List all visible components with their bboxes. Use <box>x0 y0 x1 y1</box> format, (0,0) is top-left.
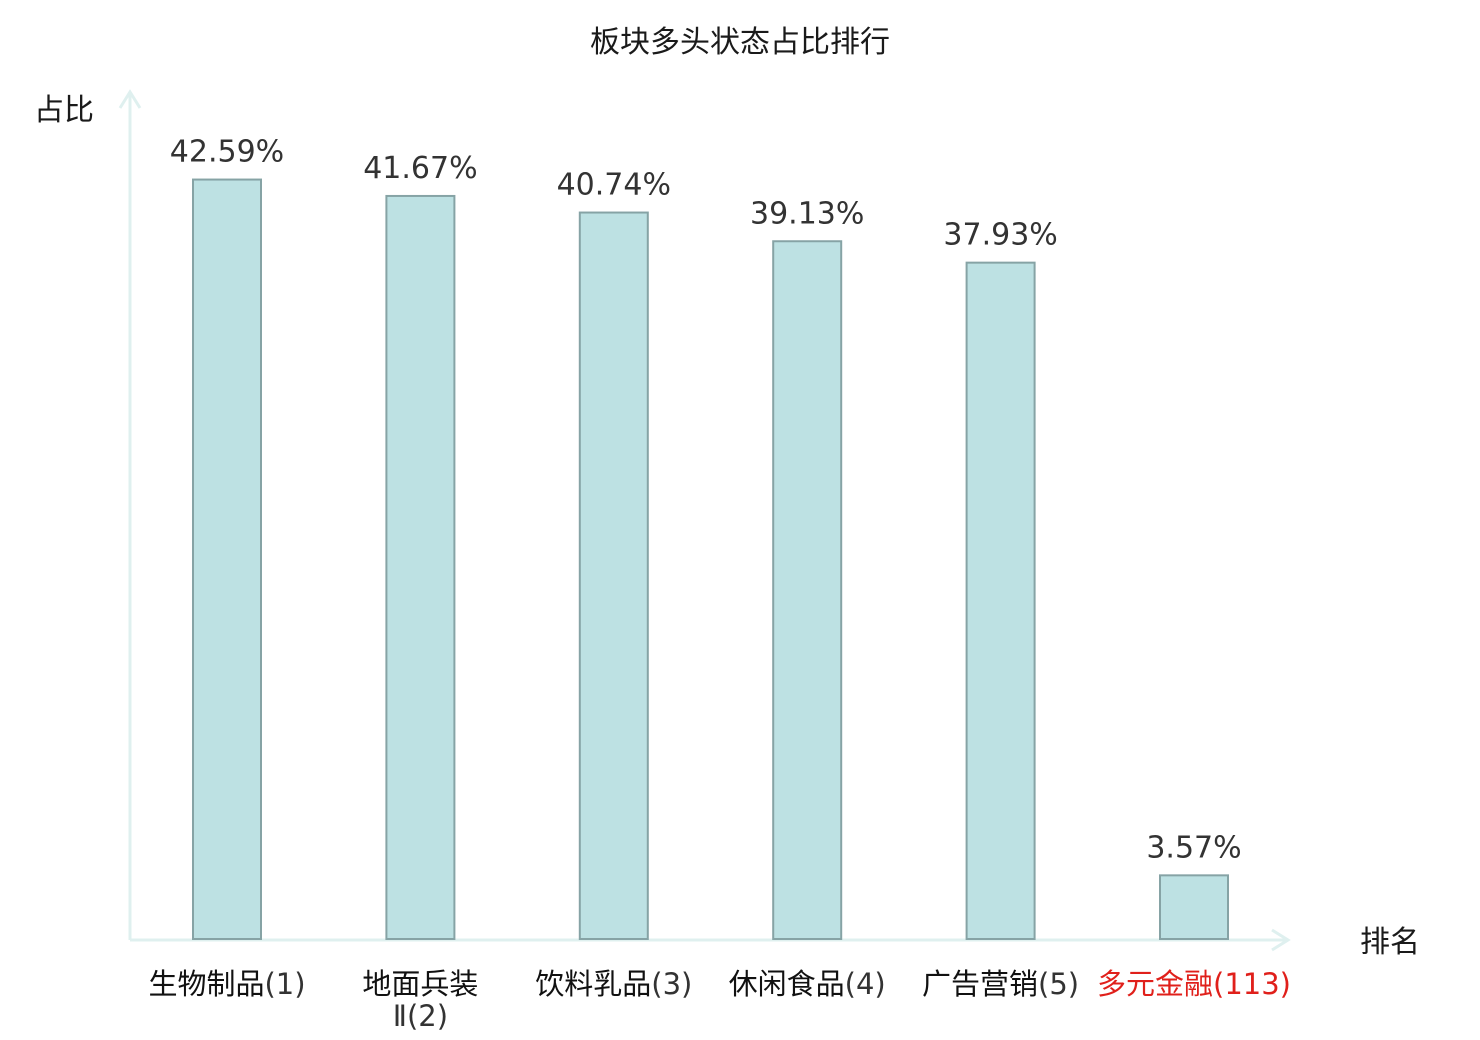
value-label: 3.57% <box>1146 830 1241 865</box>
category-label-line2: Ⅱ(2) <box>393 999 448 1033</box>
category-name: 多元金融 <box>1097 967 1213 1001</box>
value-label: 39.13% <box>750 196 864 231</box>
bar <box>385 194 456 940</box>
category-name: 地面兵装 <box>362 967 478 1001</box>
category-rank: (5) <box>1038 967 1079 1001</box>
category-name: 饮料乳品 <box>535 967 651 1001</box>
y-axis-arrow <box>118 89 142 109</box>
category-label: 多元金融(113) <box>1097 967 1291 1001</box>
category-name: 广告营销 <box>922 967 1038 1001</box>
bar <box>1159 874 1229 940</box>
bar <box>965 261 1036 941</box>
category-label: 生物制品(1) <box>148 967 305 1001</box>
value-label: 37.93% <box>943 218 1057 253</box>
chart-title: 板块多头状态占比排行 <box>590 25 890 60</box>
category-rank: (1) <box>264 967 305 1001</box>
category-name: 休闲食品 <box>729 967 845 1001</box>
bars <box>192 178 1229 941</box>
y-axis-label: 占比 <box>34 93 94 128</box>
category-label: 休闲食品(4) <box>729 967 886 1001</box>
bar <box>772 240 843 941</box>
bar <box>192 178 262 941</box>
value-label: 40.74% <box>557 168 671 203</box>
category-label: 广告营销(5) <box>922 967 1079 1001</box>
category-rank: (4) <box>845 967 886 1001</box>
x-axis-label: 排名 <box>1360 925 1420 960</box>
value-labels: 42.59% 41.67% 40.74% 39.13% 37.93% 3.57% <box>170 135 1242 866</box>
value-label: 42.59% <box>170 135 284 170</box>
category-rank: (3) <box>651 967 692 1001</box>
category-rank: (113) <box>1213 967 1291 1001</box>
category-name: 生物制品 <box>148 967 264 1001</box>
category-label: 地面兵装 <box>362 967 478 1001</box>
x-axis-arrow <box>1271 928 1291 952</box>
value-label: 41.67% <box>363 151 477 186</box>
bar <box>578 211 649 940</box>
category-label: 饮料乳品(3) <box>535 967 692 1001</box>
axes <box>118 89 1291 952</box>
